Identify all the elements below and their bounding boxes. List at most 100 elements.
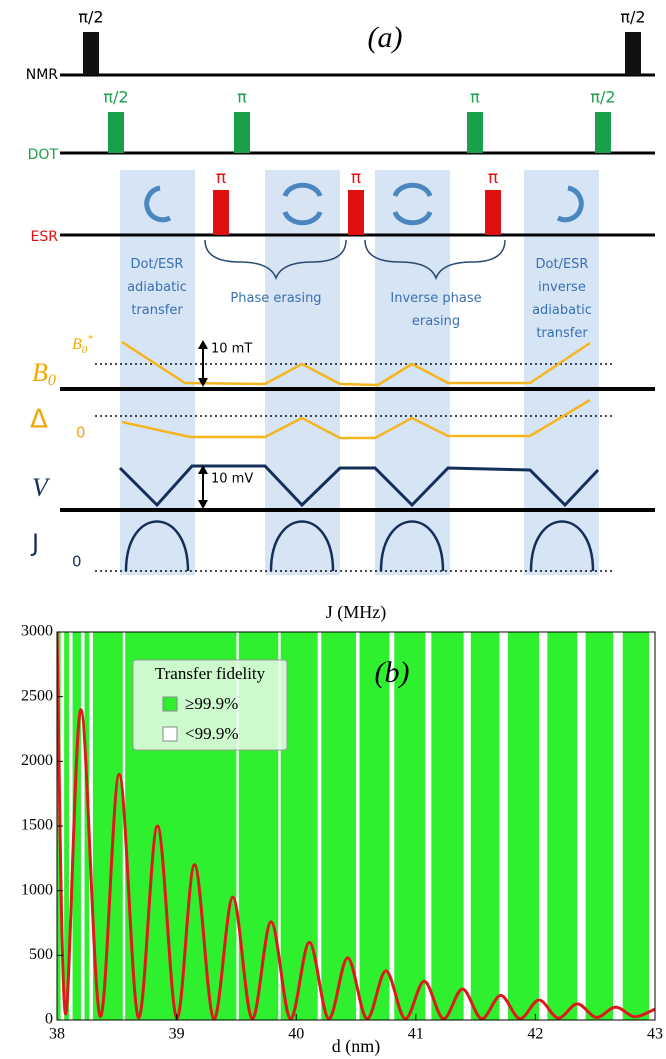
y-tick-label: 2500 — [21, 687, 53, 704]
stage-column — [375, 170, 450, 575]
row-label: ESR — [31, 229, 59, 245]
panel-label: (b) — [375, 656, 410, 689]
delta-zero: 0 — [76, 424, 86, 442]
x-tick-label: 38 — [49, 1026, 65, 1043]
pulse — [595, 112, 611, 153]
stage-column — [524, 170, 599, 575]
legend-label: <99.9% — [185, 724, 239, 743]
panel-b: 0 500 1000 1500 2000 2500 3000 38 39 40 41 42 43 d (n… — [21, 602, 663, 1057]
stage-label: Dot/ESR inverse adiabatic transfer — [532, 257, 592, 341]
pulse-label: π/2 — [103, 88, 128, 107]
braces — [204, 239, 506, 281]
pulse — [83, 32, 99, 75]
low-fidelity-region — [463, 632, 471, 1020]
delta-label: Δ — [30, 405, 48, 435]
y-tick-label: 1000 — [21, 881, 53, 898]
rows — [60, 73, 655, 512]
brace — [364, 239, 506, 281]
y-tick-label: 3000 — [21, 623, 53, 640]
stage-columns — [120, 170, 599, 575]
panel-label: (a) — [368, 21, 403, 54]
scale-label: 10 mV — [211, 472, 253, 487]
pulse — [348, 190, 364, 235]
trace-labels: B0 B0* — [32, 333, 93, 389]
y-tick-label: 0 — [45, 1011, 53, 1028]
x-tick-label: 43 — [647, 1026, 663, 1043]
low-fidelity-region — [389, 632, 395, 1020]
panel-a: (a) NMR DOT ESR π/2 π/2 π/2 π π π/2 — [26, 8, 655, 575]
dot-pulses: π/2 π π π/2 — [103, 88, 616, 153]
v-trace — [118, 464, 600, 508]
pulse-label: π/2 — [620, 8, 645, 27]
y-tick-label: 2000 — [21, 752, 53, 769]
low-fidelity-region — [236, 632, 239, 1020]
scale-label: 10 mT — [211, 342, 252, 357]
dotted-baselines — [95, 363, 615, 572]
x-tick-label: 42 — [527, 1026, 543, 1043]
pulse-label: π/2 — [590, 88, 615, 107]
x-axis-label: d (nm) — [332, 1036, 381, 1057]
stage-label: Inverse phase erasing — [390, 291, 481, 329]
x-tick-label: 39 — [169, 1026, 185, 1043]
j-arch — [269, 520, 335, 572]
rotation-icons — [144, 182, 584, 226]
rotation-icon — [556, 185, 584, 223]
stage-column — [265, 170, 340, 575]
j-arch — [529, 520, 595, 572]
b0-star-label: B0* — [72, 333, 93, 356]
rotation-icon — [144, 185, 172, 223]
legend: Transfer fidelity ≥99.9% <99.9% — [132, 659, 288, 751]
legend-title: Transfer fidelity — [155, 664, 266, 683]
rotation-icon — [282, 182, 323, 226]
j-label: J — [30, 529, 39, 557]
row-label: NMR — [26, 67, 59, 83]
rotation-icon — [392, 182, 433, 226]
row-label: DOT — [28, 147, 59, 163]
stage-column — [120, 170, 195, 575]
j-curve — [57, 632, 655, 1020]
pulse — [108, 112, 124, 153]
brace — [204, 239, 347, 281]
stage-label: Phase erasing — [230, 291, 321, 306]
legend-label: ≥99.9% — [185, 694, 238, 713]
low-fidelity-region — [499, 632, 508, 1020]
low-fidelity-region — [649, 632, 655, 1020]
low-fidelity-region — [538, 632, 548, 1020]
pulse-label: π/2 — [78, 8, 103, 27]
arrow-heads — [198, 465, 208, 509]
pulse-label: π — [237, 88, 247, 107]
nmr-pulses: π/2 π/2 — [78, 8, 646, 75]
b0-label: B0 — [32, 358, 56, 389]
low-fidelity-region — [613, 632, 623, 1020]
pulse — [213, 190, 229, 235]
pulse — [467, 112, 483, 153]
low-fidelity-region — [317, 632, 322, 1020]
x-tick-label: 40 — [288, 1026, 304, 1043]
legend-swatch — [162, 696, 178, 712]
delta-trace — [121, 398, 591, 440]
pulse — [485, 190, 501, 235]
scale-bars — [198, 340, 208, 509]
pulse — [625, 32, 641, 75]
esr-pulses: π π π — [213, 168, 501, 235]
low-fidelity-region — [80, 632, 85, 1020]
pulse — [234, 112, 250, 153]
y-tick-label: 500 — [29, 946, 53, 963]
low-fidelity-region — [356, 632, 360, 1020]
x-tick-label: 41 — [408, 1026, 424, 1043]
chart-title: J (MHz) — [326, 602, 387, 623]
j-trace — [124, 520, 595, 572]
pulse-label: π — [470, 88, 480, 107]
v-label: V — [32, 473, 51, 502]
j-arch — [124, 520, 190, 572]
pulse-label: π — [351, 168, 361, 188]
low-fidelity-region — [425, 632, 432, 1020]
low-fidelity-region — [577, 632, 586, 1020]
low-fidelity-region — [68, 632, 73, 1020]
pulse-label: π — [488, 168, 498, 188]
y-tick-label: 1500 — [21, 817, 53, 834]
low-fidelity-region — [278, 632, 281, 1020]
legend-swatch — [162, 726, 178, 742]
low-fidelity-region — [89, 632, 93, 1020]
